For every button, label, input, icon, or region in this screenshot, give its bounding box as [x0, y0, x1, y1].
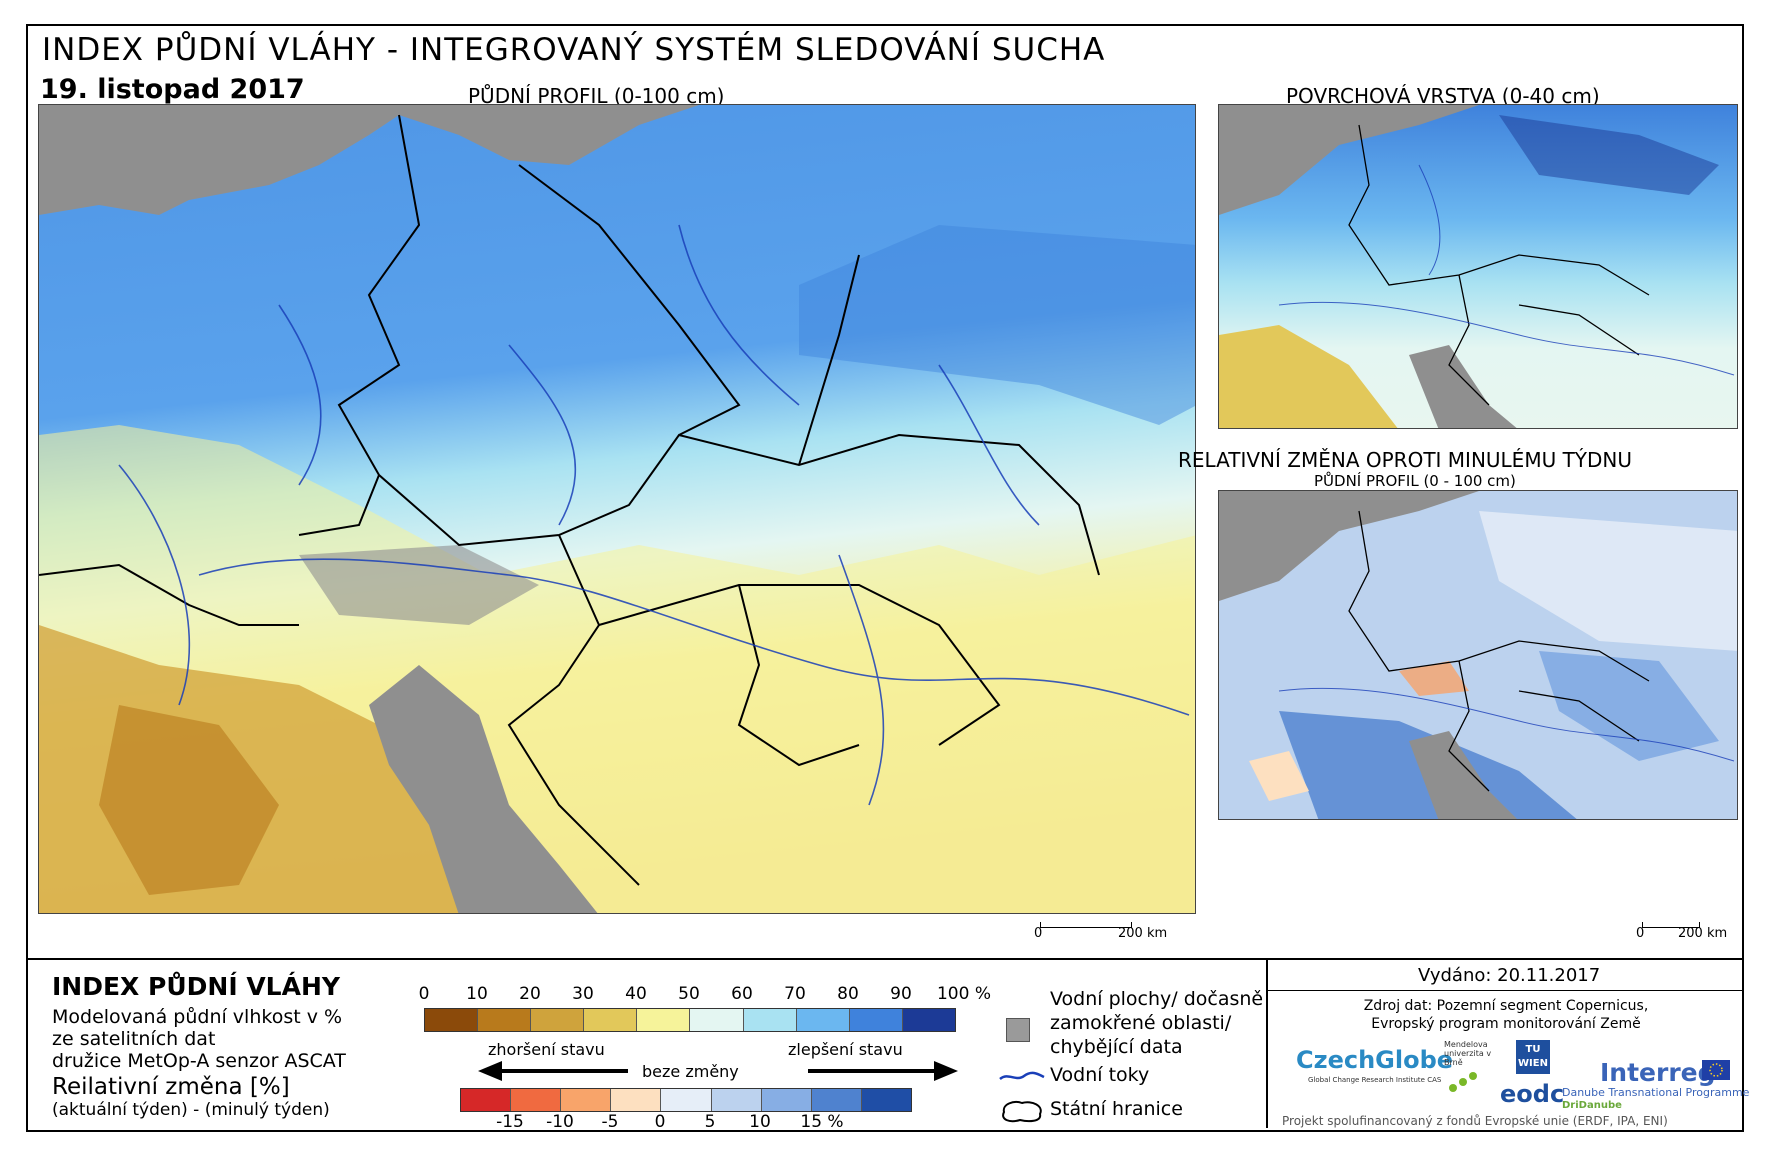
interreg-logo: Interreg [1600, 1058, 1716, 1087]
interreg-sub-1: Danube Transnational Programme [1562, 1086, 1750, 1099]
index-color-swatch [690, 1009, 744, 1031]
change-legend-title: Reilativní změna [%] [52, 1074, 290, 1100]
source-line-1: Zdroj dat: Pozemní segment Copernicus, [1363, 998, 1649, 1014]
eodc-logo: eodc [1500, 1080, 1565, 1108]
change-color-swatch [461, 1089, 512, 1111]
issued-date: Vydáno: 20.11.2017 [1418, 965, 1601, 986]
eu-flag-icon [1702, 1060, 1730, 1080]
main-scale-zero: 0 [1034, 926, 1043, 941]
change-color-swatch [611, 1089, 662, 1111]
better-label: zlepšení stavu [788, 1040, 903, 1059]
change-map-label: RELATIVNÍ ZMĚNA OPROTI MINULÉMU TÝDNU [1178, 448, 1633, 472]
poster-frame: INDEX PŮDNÍ VLÁHY - INTEGROVANÝ SYSTÉM S… [26, 24, 1749, 1132]
worse-label: zhoršení stavu [488, 1040, 605, 1059]
info-box: Vydáno: 20.11.2017 Zdroj dat: Pozemní se… [1266, 960, 1749, 1128]
index-color-swatch [637, 1009, 691, 1031]
main-scale-bar [1040, 922, 1132, 928]
water-areas-label-2: zamokřené oblasti/ [1050, 1012, 1232, 1034]
change-color-swatch [761, 1089, 812, 1111]
change-tick: -5 [601, 1112, 619, 1132]
mendel-logo: Mendelova univerzita v Brně [1444, 1040, 1492, 1067]
change-colorbar [460, 1088, 912, 1112]
index-tick: 10 [466, 984, 488, 1004]
change-tick: -15 [496, 1112, 524, 1132]
index-color-swatch [425, 1009, 479, 1031]
index-tick: 30 [572, 984, 594, 1004]
index-tick: 40 [625, 984, 647, 1004]
index-tick: 100 % [936, 984, 992, 1004]
change-color-swatch [811, 1089, 862, 1111]
index-color-swatch [743, 1009, 797, 1031]
index-color-swatch [902, 1009, 955, 1031]
border-symbol [1002, 1101, 1042, 1123]
index-color-swatch [849, 1009, 903, 1031]
index-tick: 80 [837, 984, 859, 1004]
tu-wien-logo: TU WIEN [1516, 1040, 1550, 1074]
index-color-swatch [478, 1009, 532, 1031]
interreg-sub-2: DriDanube [1562, 1100, 1622, 1111]
index-tick: 60 [731, 984, 753, 1004]
mendel-dots-icon [1448, 1072, 1478, 1094]
change-color-swatch [561, 1089, 612, 1111]
relative-change-map [1218, 490, 1738, 820]
change-tick: 10 [749, 1112, 771, 1132]
main-soil-moisture-map [38, 104, 1196, 914]
index-tick-labels: 0 10 20 30 40 50 60 70 80 90 100 % [419, 984, 991, 1006]
rivers-label: Vodní toky [1050, 1064, 1150, 1086]
index-colorbar [424, 1008, 956, 1032]
change-color-swatch [861, 1089, 911, 1111]
source-line-2: Evropský program monitorování Země [1371, 1016, 1641, 1032]
legend-desc-3: družice MetOp-A senzor ASCAT [52, 1050, 346, 1072]
water-areas-label-3: chybějící data [1050, 1036, 1183, 1058]
index-tick: 50 [678, 984, 700, 1004]
small-scale-zero: 0 [1636, 926, 1645, 941]
main-scale-end: 200 km [1118, 926, 1168, 941]
change-map-sublabel: PŮDNÍ PROFIL (0 - 100 cm) [1314, 472, 1516, 490]
legend-desc-1: Modelovaná půdní vlhkost v % [52, 1006, 343, 1028]
change-direction-arrows [478, 1061, 958, 1081]
index-color-swatch [531, 1009, 585, 1031]
index-color-swatch [796, 1009, 850, 1031]
change-legend-desc: (aktuální týden) - (minulý týden) [52, 1100, 330, 1120]
change-tick: -10 [546, 1112, 574, 1132]
page-title: INDEX PŮDNÍ VLÁHY - INTEGROVANÝ SYSTÉM S… [42, 32, 1106, 68]
change-tick: 0 [654, 1112, 666, 1132]
legend-title: INDEX PŮDNÍ VLÁHY [52, 972, 340, 1001]
index-tick: 90 [890, 984, 912, 1004]
legend-desc-2: ze satelitních dat [52, 1028, 216, 1050]
water-areas-label-1: Vodní plochy/ dočasně [1050, 988, 1264, 1010]
report-date: 19. listopad 2017 [40, 74, 305, 105]
index-tick: 0 [418, 984, 430, 1004]
change-color-swatch [511, 1089, 562, 1111]
borders-label: Státní hranice [1050, 1098, 1183, 1120]
river-symbol [999, 1071, 1045, 1081]
index-color-swatch [584, 1009, 638, 1031]
small-scale-bar [1642, 922, 1700, 928]
small-scale-end: 200 km [1678, 926, 1728, 941]
change-color-swatch [661, 1089, 712, 1111]
change-color-swatch [711, 1089, 762, 1111]
eu-funding-footer: Projekt spolufinancovaný z fondů Evropsk… [1282, 1114, 1668, 1128]
legend-panel: INDEX PŮDNÍ VLÁHY Modelovaná půdní vlhko… [28, 958, 1749, 1132]
change-tick: 15 % [800, 1112, 844, 1132]
czechglobe-logo: CzechGlobe [1296, 1046, 1454, 1074]
change-tick-labels: -15 -10 -5 0 5 10 15 % [460, 1112, 910, 1132]
index-tick: 20 [519, 984, 541, 1004]
index-tick: 70 [784, 984, 806, 1004]
surface-layer-map [1218, 104, 1738, 429]
czechglobe-logo-sub: Global Change Research Institute CAS [1308, 1076, 1442, 1084]
change-tick: 5 [704, 1112, 716, 1132]
missing-data-swatch [1006, 1018, 1030, 1042]
nochange-label: beze změny [642, 1062, 739, 1081]
